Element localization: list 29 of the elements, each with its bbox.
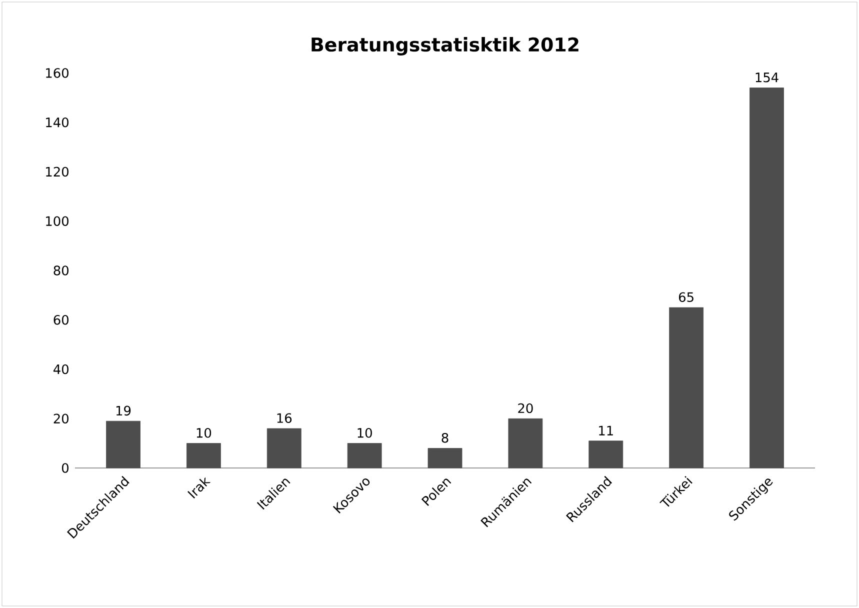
y-tick-label: 140: [46, 117, 68, 128]
y-tick-label: 100: [46, 216, 68, 226]
data-label: 11: [599, 426, 613, 436]
bar: [186, 443, 221, 468]
bar: [106, 420, 140, 468]
bar: [508, 418, 543, 468]
data-label: 16: [277, 413, 292, 423]
bar: [428, 448, 462, 468]
bar: [750, 88, 784, 468]
data-label: 8: [442, 432, 448, 443]
data-label: 10: [196, 428, 212, 438]
chart-title: Beratungsstatisktik 2012: [312, 37, 578, 56]
y-tick-label: 160: [46, 68, 68, 78]
y-tick-label: 20: [54, 414, 68, 424]
data-label: 20: [518, 403, 533, 414]
data-label: 154: [756, 72, 778, 82]
y-tick-label: 0: [62, 463, 68, 473]
data-label: 65: [678, 292, 694, 302]
data-label: 10: [358, 428, 372, 438]
bar: [266, 428, 302, 468]
y-tick-label: 40: [54, 364, 68, 374]
bar: [669, 307, 704, 468]
y-tick-label: 120: [46, 166, 68, 177]
y-tick-label: 80: [54, 266, 68, 276]
bar: [588, 440, 624, 468]
bar: [347, 443, 382, 468]
y-tick-label: 60: [54, 314, 68, 325]
x-tick-label: Irak: [187, 477, 211, 499]
data-label: 19: [116, 406, 131, 416]
